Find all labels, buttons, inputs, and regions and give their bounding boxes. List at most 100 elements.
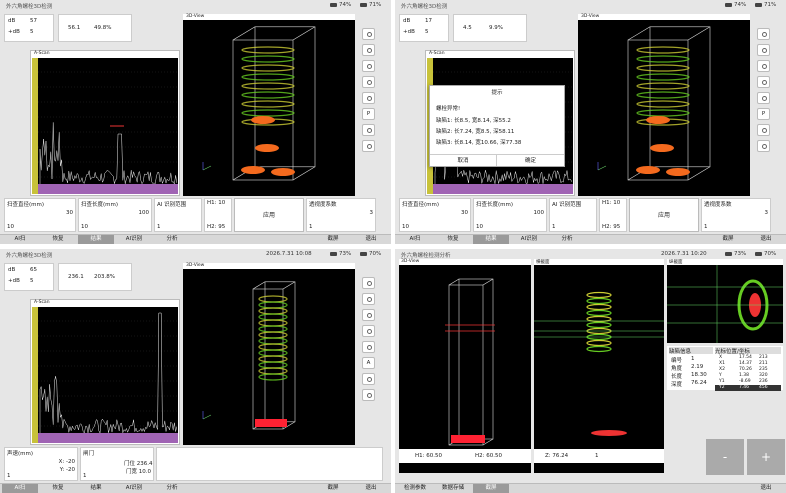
tool-button[interactable] bbox=[362, 140, 375, 152]
tool-icon bbox=[367, 329, 372, 334]
tool-button[interactable] bbox=[362, 341, 375, 353]
tool-icon bbox=[367, 377, 372, 382]
axis-strip bbox=[38, 184, 178, 194]
tab[interactable]: AI扫 bbox=[409, 236, 421, 242]
dialog-button[interactable]: 确定 bbox=[497, 154, 564, 166]
tab[interactable]: 截屏 bbox=[327, 485, 339, 491]
tab[interactable]: 结果 bbox=[90, 485, 102, 491]
tool-button[interactable] bbox=[362, 60, 375, 72]
defect-echo bbox=[271, 168, 295, 176]
tab[interactable]: 恢复 bbox=[52, 236, 64, 242]
table-cell: 深度 bbox=[671, 382, 683, 388]
tool-icon bbox=[762, 128, 767, 133]
echo-ring bbox=[586, 315, 612, 323]
battery-icon bbox=[755, 3, 762, 7]
tab[interactable]: AI扫 bbox=[14, 236, 26, 242]
frame-edge bbox=[687, 26, 711, 41]
view-title-bar bbox=[399, 259, 531, 265]
ascan-bg bbox=[32, 307, 178, 443]
tab[interactable]: 退出 bbox=[365, 485, 377, 491]
tool-button[interactable]: P bbox=[757, 108, 770, 120]
echo-ring bbox=[241, 91, 295, 99]
defect-echo bbox=[666, 168, 690, 176]
tab-bar bbox=[0, 483, 391, 493]
graphic bbox=[183, 20, 355, 196]
dialog-line: 缺陷3: 长8.14, 宽10.66, 深77.38 bbox=[436, 140, 522, 146]
field-value: 10 bbox=[81, 224, 88, 230]
coord-bar bbox=[399, 449, 531, 463]
tab[interactable]: 退出 bbox=[760, 236, 772, 242]
table-cell: 2.19 bbox=[691, 364, 704, 370]
table-cell: 角度 bbox=[671, 366, 683, 372]
tab[interactable]: 截屏 bbox=[473, 484, 509, 493]
tool-button[interactable] bbox=[362, 325, 375, 337]
tab[interactable]: 分析 bbox=[166, 485, 178, 491]
tool-button[interactable] bbox=[362, 309, 375, 321]
tab[interactable]: 结果 bbox=[473, 235, 509, 244]
defect-echo bbox=[591, 430, 627, 436]
tool-button[interactable] bbox=[757, 28, 770, 40]
tool-button[interactable] bbox=[757, 44, 770, 56]
tab[interactable]: 检测参数 bbox=[403, 485, 426, 491]
tool-icon bbox=[367, 313, 372, 318]
view-bg bbox=[183, 20, 355, 196]
tool-button[interactable] bbox=[757, 60, 770, 72]
app-title: 外六角螺栓3D检测 bbox=[6, 253, 53, 259]
frame-edge bbox=[649, 26, 711, 168]
frame-edge bbox=[292, 26, 316, 41]
dialog-button[interactable]: 取消 bbox=[430, 154, 497, 166]
echo-ring bbox=[636, 46, 690, 54]
field-value: 1 bbox=[704, 224, 708, 230]
echo-ring bbox=[241, 55, 295, 63]
tab[interactable]: 分析 bbox=[561, 236, 573, 242]
tab[interactable]: 分析 bbox=[166, 236, 178, 242]
app-title: 外六角螺栓3D检测 bbox=[6, 4, 53, 10]
tool-button[interactable] bbox=[362, 293, 375, 305]
field-value: 1 bbox=[7, 473, 11, 479]
tool-icon bbox=[367, 48, 372, 53]
z-value: Z: 76.24 bbox=[545, 453, 569, 459]
echo-ring bbox=[636, 73, 690, 81]
tab[interactable]: 退出 bbox=[365, 236, 377, 242]
tab[interactable]: 截屏 bbox=[327, 236, 339, 242]
tool-button[interactable] bbox=[362, 28, 375, 40]
plus-button[interactable]: + bbox=[747, 439, 785, 475]
tool-button[interactable] bbox=[362, 76, 375, 88]
defect-echo bbox=[255, 144, 279, 152]
tool-button[interactable] bbox=[757, 140, 770, 152]
field-label: AI 识别范围 bbox=[157, 202, 187, 208]
defect-echo bbox=[646, 116, 670, 124]
tool-button[interactable] bbox=[362, 92, 375, 104]
tab[interactable]: AI识别 bbox=[125, 236, 143, 242]
tool-button[interactable]: P bbox=[362, 108, 375, 120]
tab[interactable]: 恢复 bbox=[52, 485, 64, 491]
field-box bbox=[306, 198, 376, 232]
tool-button[interactable] bbox=[362, 44, 375, 56]
tab[interactable]: 结果 bbox=[78, 235, 114, 244]
tab[interactable]: 恢复 bbox=[447, 236, 459, 242]
tool-button[interactable] bbox=[362, 373, 375, 385]
tool-button[interactable] bbox=[757, 124, 770, 136]
tool-icon bbox=[367, 96, 372, 101]
tool-button[interactable] bbox=[757, 92, 770, 104]
frame-edge bbox=[627, 26, 651, 41]
tab[interactable]: 数据存储 bbox=[441, 485, 464, 491]
table-cell: 320 bbox=[759, 373, 768, 378]
tool-button[interactable] bbox=[362, 277, 375, 289]
field-value: 1 bbox=[552, 224, 556, 230]
apply-button[interactable]: 应用 bbox=[629, 198, 699, 232]
layer-value: 1 bbox=[595, 453, 599, 459]
tool-button[interactable] bbox=[362, 389, 375, 401]
tool-button[interactable]: A bbox=[362, 357, 375, 369]
readout-label: dB bbox=[403, 18, 411, 24]
minus-button[interactable]: - bbox=[706, 439, 744, 475]
tab[interactable]: 退出 bbox=[760, 485, 772, 491]
tab[interactable]: AI识别 bbox=[520, 236, 538, 242]
tab[interactable]: AI识别 bbox=[125, 485, 143, 491]
apply-button[interactable]: 应用 bbox=[234, 198, 304, 232]
tool-button[interactable] bbox=[362, 124, 375, 136]
tool-button[interactable] bbox=[757, 76, 770, 88]
tab[interactable]: AI扫 bbox=[2, 484, 38, 493]
tab[interactable]: 截屏 bbox=[722, 236, 734, 242]
